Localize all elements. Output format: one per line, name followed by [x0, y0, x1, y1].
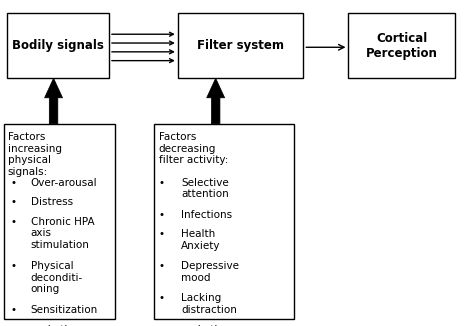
Text: •: • — [158, 210, 164, 220]
Text: Filter system: Filter system — [197, 39, 284, 52]
Text: Cortical
Perception: Cortical Perception — [366, 32, 438, 60]
Text: •: • — [158, 293, 164, 303]
Text: •: • — [10, 325, 17, 326]
Text: •: • — [10, 261, 17, 271]
Bar — [178, 13, 303, 78]
Bar — [4, 124, 115, 319]
Text: •: • — [158, 229, 164, 239]
Text: •: • — [158, 178, 164, 188]
Text: Sensitization: Sensitization — [31, 305, 98, 316]
Text: Health
Anxiety: Health Anxiety — [181, 229, 220, 251]
Bar — [154, 124, 294, 319]
Bar — [348, 13, 455, 78]
Text: Over-arousal: Over-arousal — [31, 178, 98, 188]
Text: Depressive
mood: Depressive mood — [181, 261, 239, 283]
Text: Physical
deconditi-
oning: Physical deconditi- oning — [31, 261, 83, 294]
Text: Factors
increasing
physical
signals:: Factors increasing physical signals: — [8, 132, 62, 177]
Text: Lacking
distraction: Lacking distraction — [181, 293, 237, 315]
Text: Factors
decreasing
filter activity:: Factors decreasing filter activity: — [159, 132, 228, 165]
Text: Infections: Infections — [181, 210, 232, 220]
Text: and others: and others — [181, 325, 237, 326]
Polygon shape — [207, 78, 225, 124]
Text: Selective
attention: Selective attention — [181, 178, 229, 199]
Text: •: • — [10, 305, 17, 316]
Text: •: • — [10, 197, 17, 207]
Polygon shape — [45, 78, 63, 124]
Text: Bodily signals: Bodily signals — [12, 39, 104, 52]
Text: •: • — [10, 217, 17, 227]
Bar — [7, 13, 109, 78]
Text: •: • — [10, 178, 17, 188]
Text: •: • — [158, 261, 164, 271]
Text: Chronic HPA
axis
stimulation: Chronic HPA axis stimulation — [31, 217, 94, 250]
Text: •: • — [158, 325, 164, 326]
Text: and others: and others — [31, 325, 87, 326]
Text: Distress: Distress — [31, 197, 73, 207]
